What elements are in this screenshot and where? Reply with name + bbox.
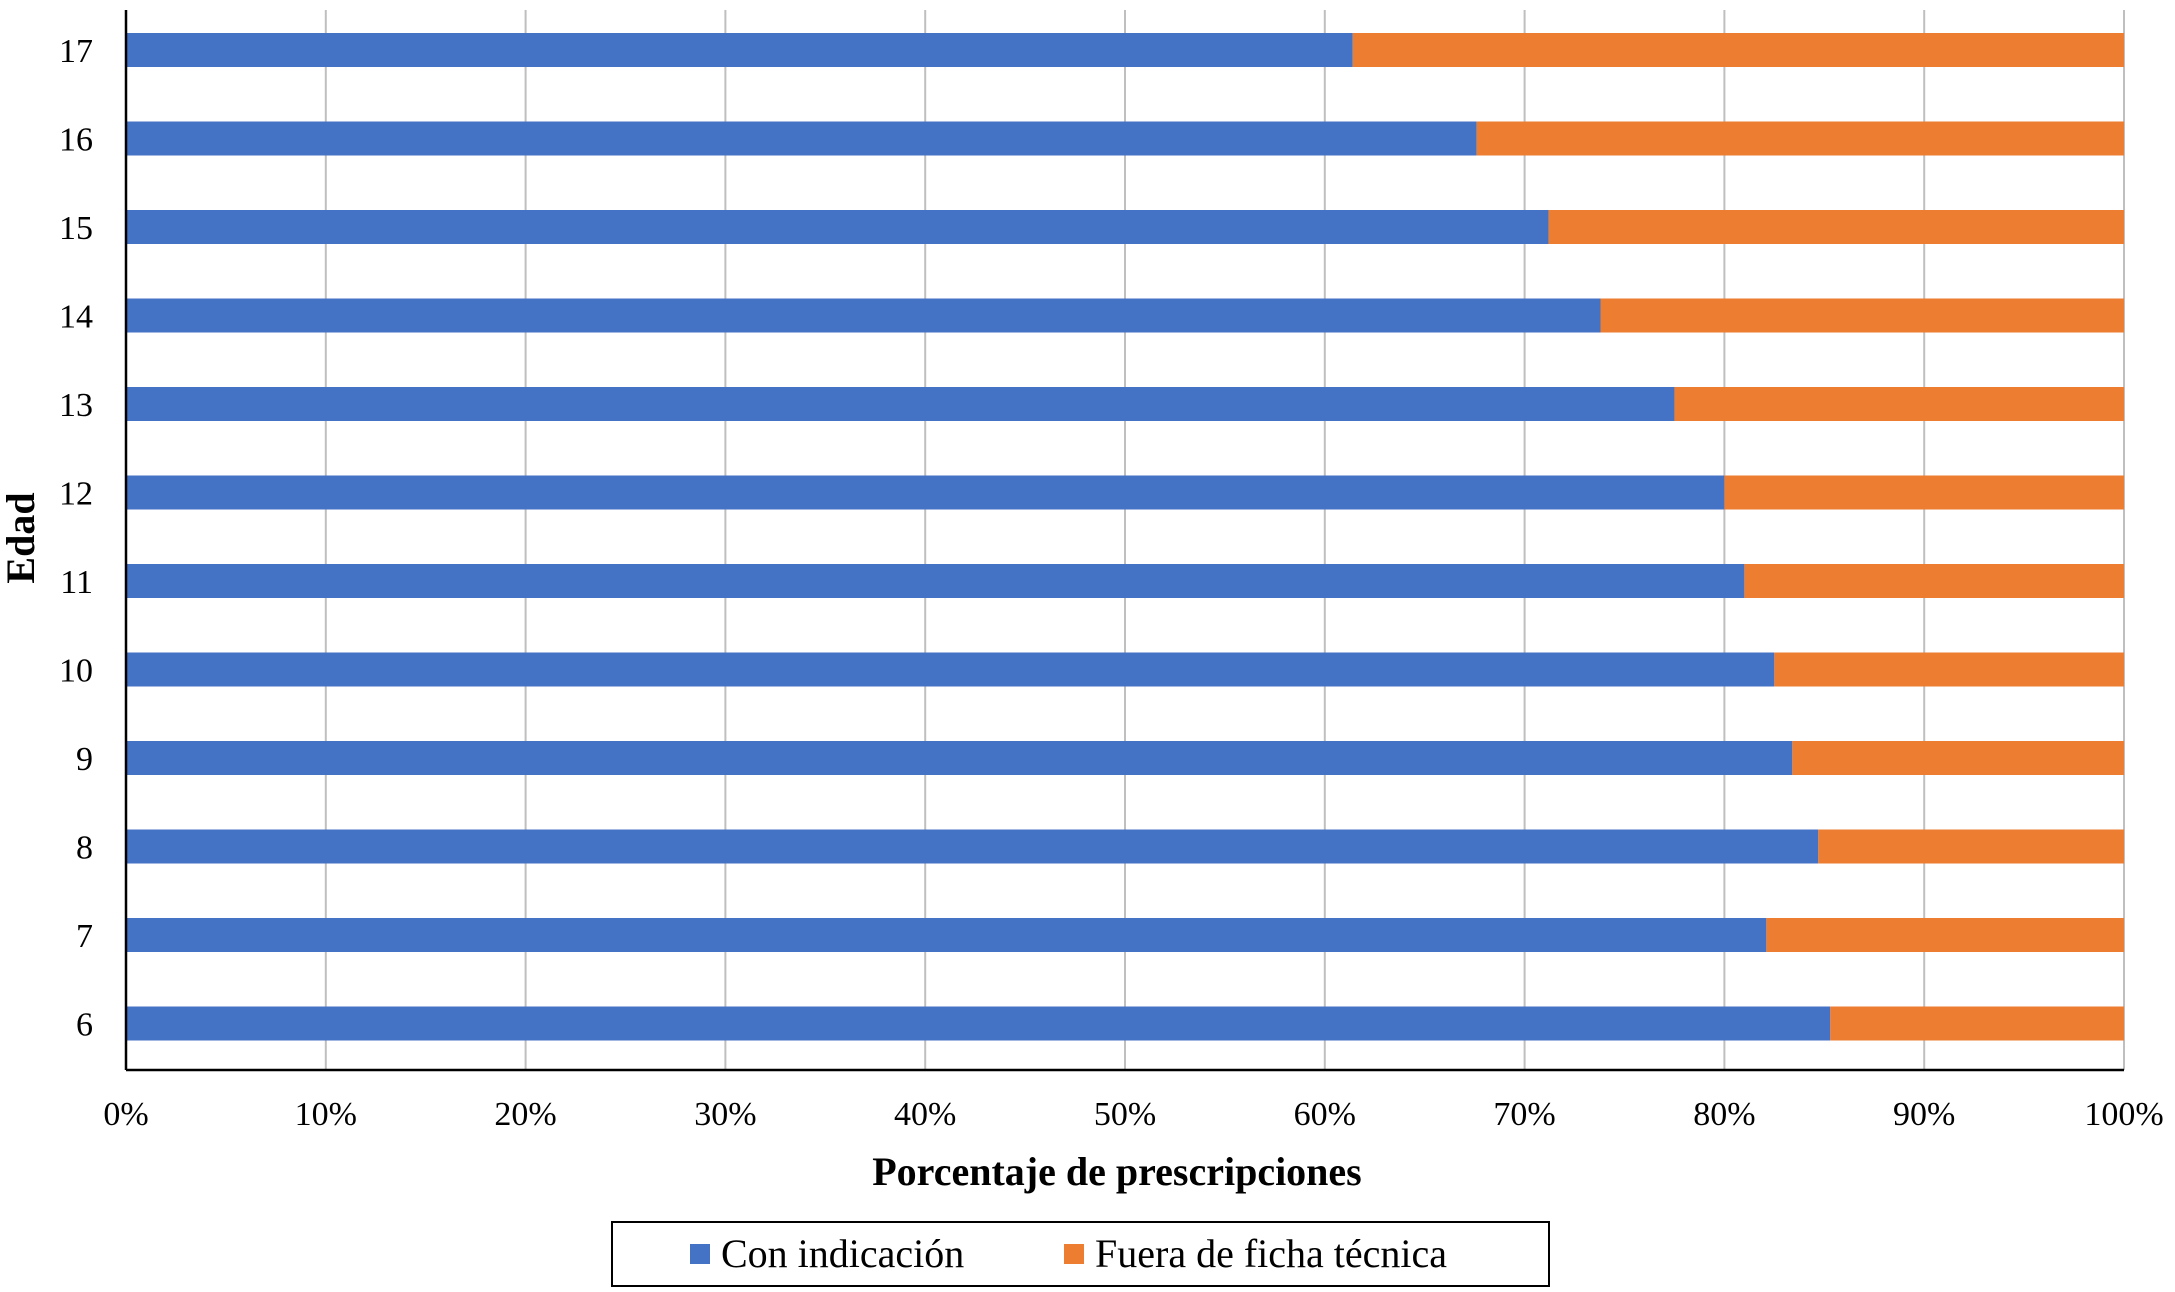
x-tick-label: 0% <box>103 1096 148 1133</box>
x-axis-title: Porcentaje de prescripciones <box>872 1149 1362 1194</box>
bar-con-indicacion-13 <box>126 387 1675 421</box>
bar-fuera-de-ficha-tecnica-9 <box>1792 741 2124 775</box>
bar-fuera-de-ficha-tecnica-6 <box>1830 1006 2124 1041</box>
x-tick-label: 90% <box>1893 1096 1955 1133</box>
y-tick-labels: 17 16 15 14 13 12 11 10 9 8 7 6 <box>59 33 93 1044</box>
y-tick-label: 16 <box>59 122 93 159</box>
legend-label-fuera-de-ficha: Fuera de ficha técnica <box>1095 1231 1447 1276</box>
bar-con-indicacion-15 <box>126 210 1549 244</box>
bar-con-indicacion-16 <box>126 121 1477 156</box>
bar-fuera-de-ficha-tecnica-15 <box>1548 210 2124 244</box>
x-tick-label: 20% <box>494 1096 556 1133</box>
y-tick-label: 15 <box>59 210 93 247</box>
legend-swatch-con-indicacion <box>690 1244 710 1264</box>
bar-fuera-de-ficha-tecnica-7 <box>1766 918 2124 952</box>
x-tick-label: 60% <box>1294 1096 1356 1133</box>
y-axis-title: Edad <box>0 492 43 583</box>
x-tick-label: 50% <box>1094 1096 1156 1133</box>
y-tick-label: 14 <box>59 299 93 336</box>
bar-fuera-de-ficha-tecnica-11 <box>1744 564 2124 598</box>
x-tick-label: 80% <box>1693 1096 1755 1133</box>
bar-fuera-de-ficha-tecnica-17 <box>1352 33 2124 67</box>
y-tick-label: 8 <box>76 830 93 867</box>
y-tick-label: 7 <box>76 918 93 955</box>
y-tick-label: 9 <box>76 741 93 778</box>
y-tick-label: 17 <box>59 33 93 70</box>
bar-con-indicacion-11 <box>126 564 1745 598</box>
bar-con-indicacion-8 <box>126 829 1819 864</box>
bar-con-indicacion-17 <box>126 33 1353 67</box>
bar-con-indicacion-10 <box>126 652 1775 687</box>
bar-con-indicacion-6 <box>126 1006 1831 1041</box>
bar-con-indicacion-9 <box>126 741 1793 775</box>
gridlines <box>324 10 2125 1070</box>
legend-swatch-fuera-de-ficha <box>1064 1244 1084 1264</box>
x-tick-label: 10% <box>295 1096 357 1133</box>
bar-fuera-de-ficha-tecnica-12 <box>1724 475 2124 510</box>
y-tick-label: 13 <box>59 387 93 424</box>
bar-con-indicacion-12 <box>126 475 1725 510</box>
bar-fuera-de-ficha-tecnica-8 <box>1818 829 2124 864</box>
y-tick-label: 11 <box>60 564 93 601</box>
y-tick-label: 6 <box>76 1007 93 1044</box>
bar-fuera-de-ficha-tecnica-14 <box>1600 298 2124 333</box>
bar-con-indicacion-7 <box>126 918 1767 952</box>
y-tick-label: 10 <box>59 653 93 690</box>
x-tick-label: 40% <box>894 1096 956 1133</box>
x-tick-label: 70% <box>1493 1096 1555 1133</box>
x-tick-labels: 0% 10% 20% 30% 40% 50% 60% 70% 80% 90% 100% <box>103 1096 2163 1133</box>
axes <box>124 10 2124 1072</box>
bar-fuera-de-ficha-tecnica-16 <box>1476 121 2124 156</box>
legend-label-con-indicacion: Con indicación <box>721 1231 964 1276</box>
y-tick-label: 12 <box>59 476 93 513</box>
bar-con-indicacion-14 <box>126 298 1601 333</box>
legend: Con indicación Fuera de ficha técnica <box>611 1221 1550 1287</box>
x-tick-label: 100% <box>2084 1096 2163 1133</box>
legend-box <box>611 1221 1550 1287</box>
x-tick-label: 30% <box>694 1096 756 1133</box>
bar-fuera-de-ficha-tecnica-10 <box>1774 652 2124 687</box>
bars <box>126 33 2124 1041</box>
bar-fuera-de-ficha-tecnica-13 <box>1674 387 2124 421</box>
